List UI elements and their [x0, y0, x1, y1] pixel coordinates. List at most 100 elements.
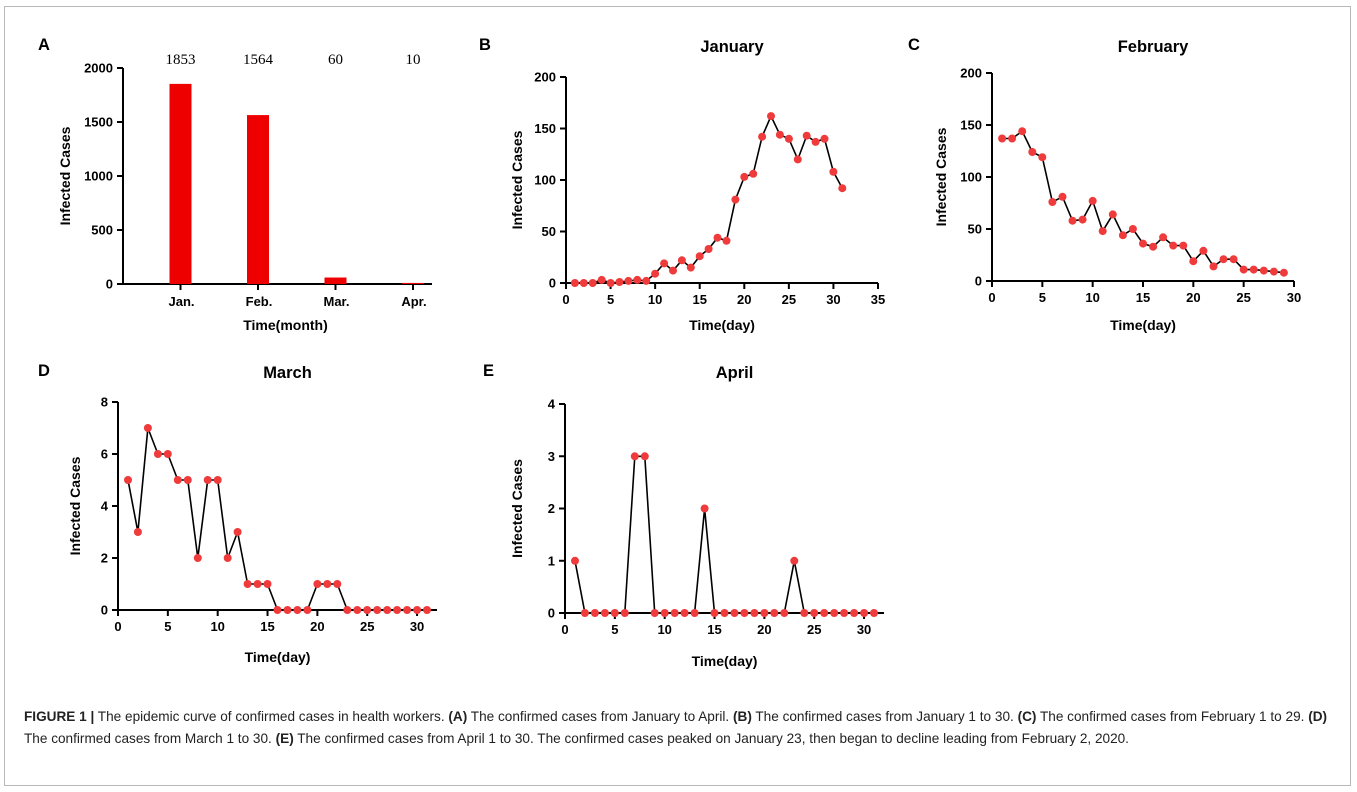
panel-e-y-tick-label: 1 — [548, 553, 555, 568]
data-point — [213, 476, 222, 484]
bar-category-label: Apr. — [401, 294, 426, 309]
panel-e-x-tick-label: 5 — [611, 622, 618, 637]
panel-d-y-tick-label: 6 — [101, 447, 108, 462]
data-point — [780, 609, 789, 617]
panel-b-x-tick-label: 15 — [692, 292, 706, 307]
panel-b-title: January — [700, 38, 764, 56]
bar-category-label: Jan. — [168, 294, 194, 309]
data-point — [686, 263, 695, 272]
data-point — [183, 476, 192, 484]
panel-d-title: March — [263, 364, 312, 382]
data-point — [1048, 198, 1057, 206]
bar-value-label: 1853 — [166, 52, 196, 68]
data-point — [173, 476, 182, 484]
data-point — [1249, 265, 1258, 274]
data-point — [784, 134, 793, 143]
data-point — [860, 609, 869, 617]
bar-category-label: Mar. — [323, 294, 349, 309]
panel-d-y-tick-label: 4 — [101, 499, 109, 514]
data-point — [677, 256, 686, 265]
panel-e-x-tick-label: 30 — [857, 622, 871, 637]
panel-d-x-tick-label: 25 — [360, 619, 374, 634]
data-point — [403, 606, 412, 614]
panel-c-x-tick-label: 15 — [1136, 290, 1150, 305]
panel-b-x-tick-label: 35 — [871, 292, 885, 307]
caption-label-a: (A) — [448, 709, 468, 724]
data-point — [413, 606, 422, 614]
data-point — [333, 580, 342, 588]
data-point — [263, 580, 272, 588]
data-point — [163, 450, 172, 458]
data-point — [700, 504, 709, 513]
data-point — [829, 167, 838, 176]
panel-e-x-tick-label: 0 — [561, 622, 568, 637]
panel-c-y-tick-label: 0 — [975, 274, 982, 289]
data-point — [423, 606, 431, 614]
data-point — [153, 450, 162, 458]
data-point — [610, 609, 619, 617]
data-point — [303, 606, 312, 614]
data-point — [620, 609, 629, 617]
data-point — [770, 609, 779, 617]
data-point — [690, 609, 699, 617]
data-point — [588, 279, 597, 287]
panel-a-y-tick-label: 1000 — [84, 169, 113, 184]
data-point — [838, 184, 847, 193]
caption-intro: The epidemic curve of confirmed cases in… — [94, 709, 449, 724]
data-point — [1209, 262, 1218, 271]
data-point — [570, 279, 579, 287]
panel-a-y-axis-title: Infected Cases — [57, 126, 73, 225]
panel-a-y-tick-label: 2000 — [84, 61, 113, 76]
panel-a-letter: A — [38, 36, 50, 54]
data-point — [731, 195, 740, 204]
panel-c-x-tick-label: 30 — [1287, 290, 1301, 305]
panel-d-x-tick-label: 5 — [164, 619, 171, 634]
data-point — [1028, 148, 1037, 156]
data-point — [1118, 231, 1127, 240]
panel-b-x-tick-label: 0 — [562, 292, 569, 307]
panel-e-y-tick-label: 3 — [548, 449, 555, 464]
panel-e-x-tick-label: 25 — [807, 622, 821, 637]
caption-label-b: (B) — [732, 709, 752, 724]
panel-a: A 0 500 1000 1500 2000 Infected Cases Jan. 1853 F… — [38, 36, 432, 333]
data-point — [651, 269, 660, 278]
panel-b-x-axis-title: Time(day) — [689, 317, 755, 333]
panel-b-series-line — [574, 114, 844, 284]
data-point — [203, 476, 212, 484]
data-point — [750, 609, 759, 617]
data-point — [1169, 241, 1178, 250]
data-point — [1199, 246, 1208, 255]
panel-d-x-tick-label: 20 — [310, 619, 324, 634]
panel-b-y-tick-label: 50 — [542, 224, 556, 239]
panel-e-y-tick-label: 2 — [548, 501, 555, 516]
data-point — [590, 609, 599, 617]
bar-category-label: Feb. — [246, 294, 273, 309]
panel-e-letter: E — [483, 362, 494, 380]
panel-d-x-tick-label: 10 — [210, 619, 224, 634]
data-point — [998, 134, 1007, 143]
data-point — [1219, 255, 1228, 264]
data-point — [1058, 192, 1067, 201]
data-point — [363, 606, 372, 614]
panel-b-y-axis-title: Infected Cases — [509, 130, 525, 229]
panel-c-x-tick-label: 5 — [1039, 290, 1046, 305]
panel-e-x-tick-label: 10 — [657, 622, 671, 637]
data-point — [740, 609, 749, 617]
caption-text-c: The confirmed cases from February 1 to 2… — [1036, 709, 1309, 724]
data-point — [713, 233, 722, 242]
panel-d-x-tick-label: 30 — [410, 619, 424, 634]
data-point — [133, 528, 142, 536]
data-point — [293, 606, 302, 614]
panel-c-y-tick-label: 150 — [960, 118, 982, 133]
bar — [324, 277, 347, 284]
data-point — [633, 275, 642, 284]
panel-e-title: April — [716, 364, 754, 382]
data-point — [802, 131, 811, 140]
panel-c-y-tick-label: 200 — [960, 66, 982, 81]
data-point — [1038, 153, 1047, 162]
data-point — [1269, 267, 1278, 276]
data-point — [811, 137, 820, 146]
panel-e-x-axis-title: Time(day) — [692, 653, 758, 669]
caption-label-e: (E) — [275, 731, 294, 746]
